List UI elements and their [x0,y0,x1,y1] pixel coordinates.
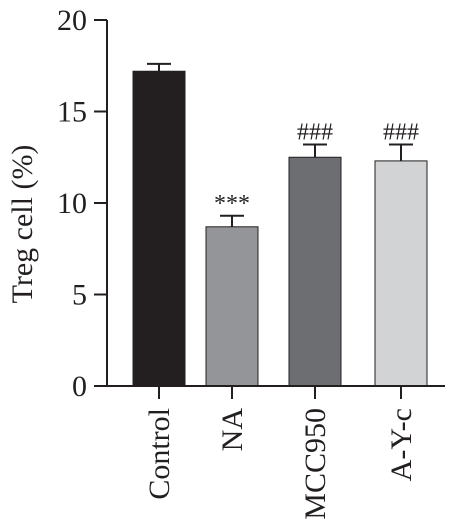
y-tick-label: 15 [57,96,87,129]
x-axis: Control NA MCC950 A-Y-c [107,385,445,520]
y-axis: 0 5 10 15 20 [57,4,108,403]
x-category-label: A-Y-c [385,408,418,481]
bar-na [205,226,259,387]
x-category-label: NA [216,408,249,452]
y-tick-label: 0 [72,370,87,403]
bar-control [132,70,186,387]
bar-mcc950 [288,156,342,387]
y-axis-label: Treg cell (%) [6,145,39,304]
x-category-label: MCC950 [299,408,332,520]
significance-label: ### [297,119,333,145]
y-tick-label: 5 [72,279,87,312]
x-category-label: Control [143,408,176,500]
bar-a-y-c [374,160,428,387]
bars: *** ### ### [132,62,428,387]
y-tick-label: 20 [57,4,87,37]
significance-label: *** [214,191,250,217]
y-tick-label: 10 [57,187,87,220]
significance-label: ### [383,119,419,145]
